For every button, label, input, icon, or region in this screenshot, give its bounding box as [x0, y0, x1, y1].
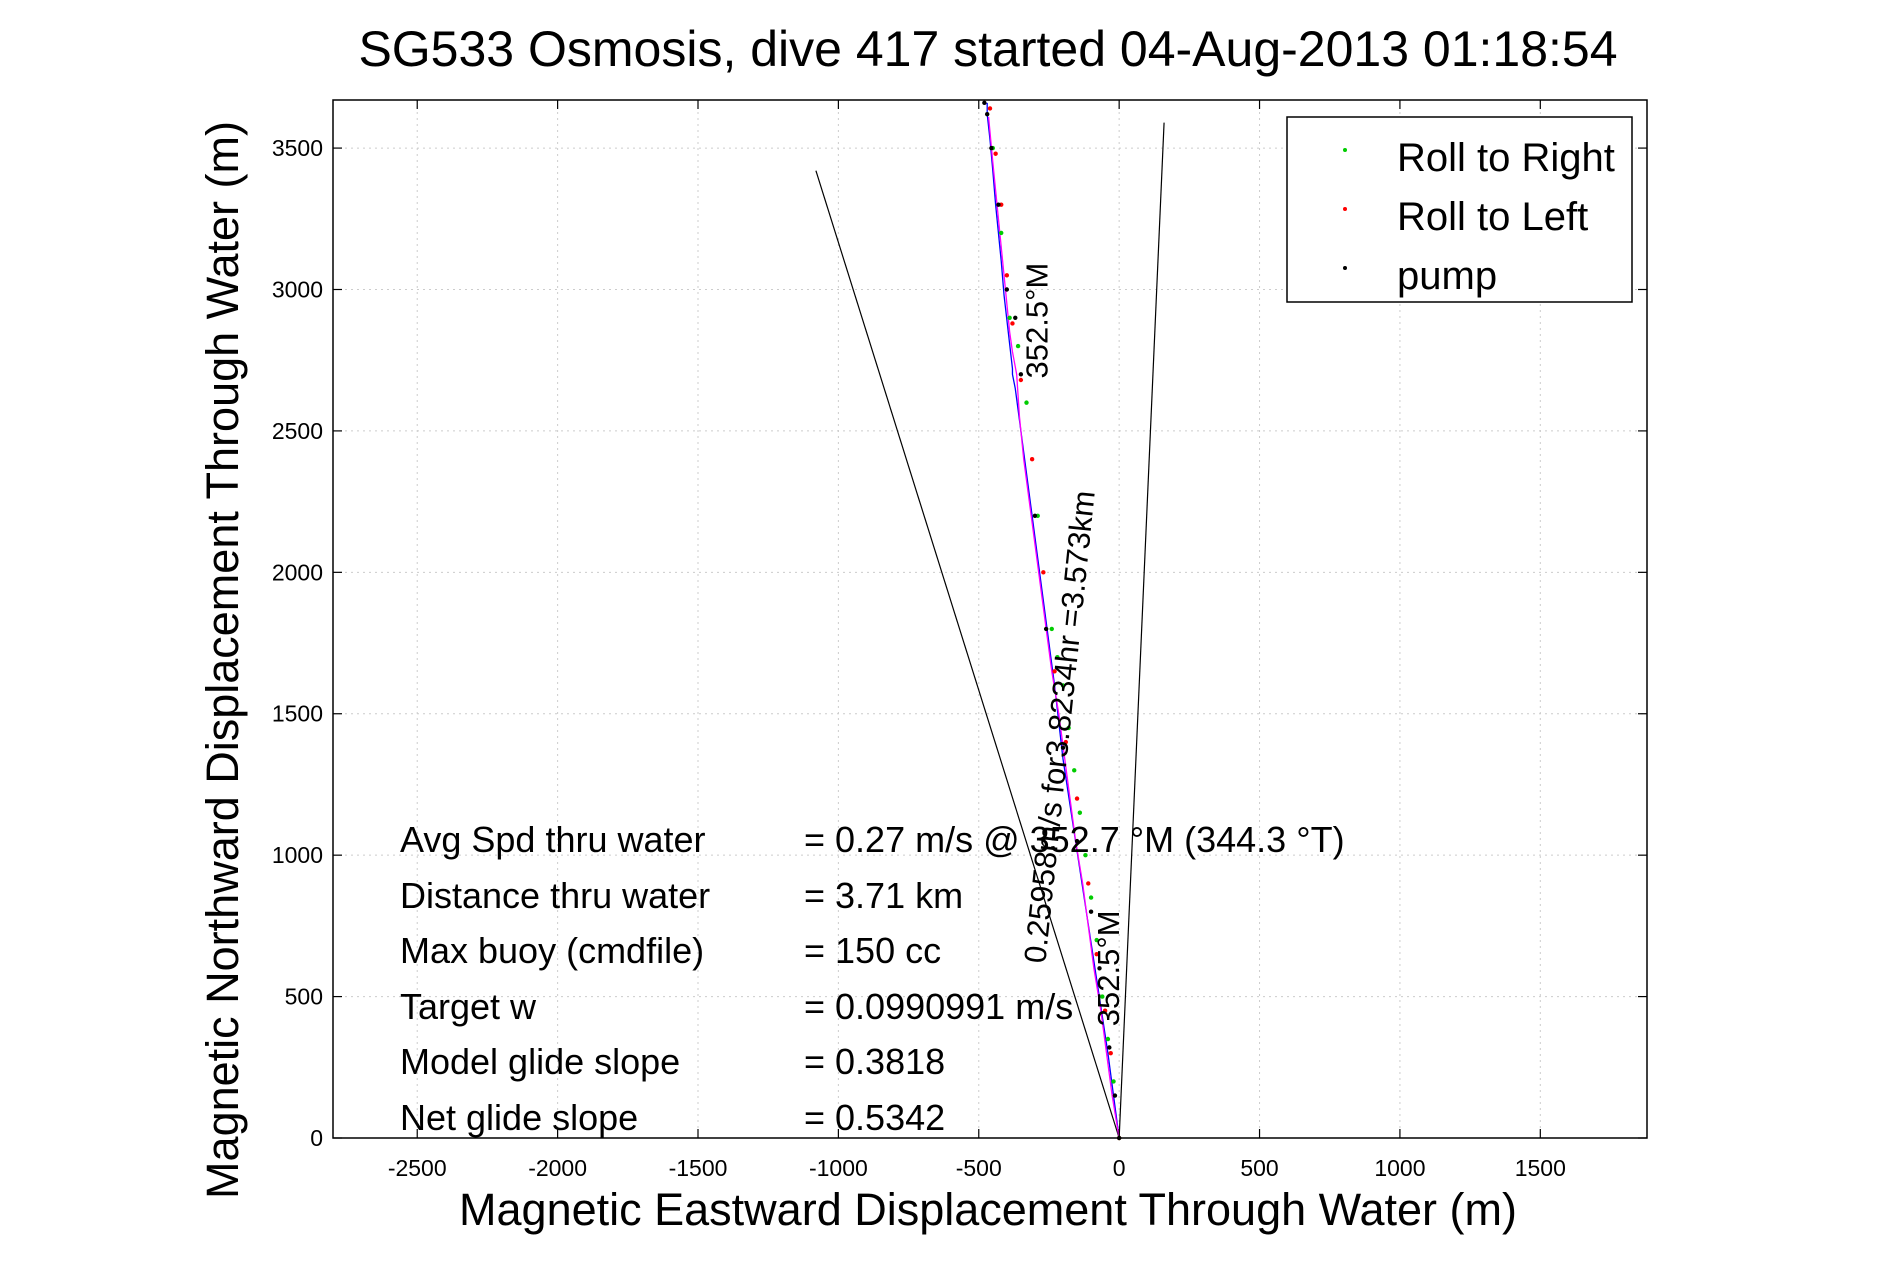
y-tick-label: 3000: [272, 276, 323, 302]
stat-label-model-glide: Model glide slope: [400, 1041, 680, 1082]
heading-guide-line: [815, 170, 1120, 1139]
stat-value-avg-speed: = 0.27 m/s @ 352.7 °M (344.3 °T): [804, 819, 1345, 860]
roll-right-point: [1024, 400, 1029, 405]
legend-marker-pump: [1343, 266, 1347, 270]
heading-guide-line: [1118, 122, 1165, 1139]
x-tick-label: -500: [956, 1155, 1002, 1181]
roll-left-point: [1018, 377, 1024, 383]
pump-point: [1112, 1093, 1118, 1098]
climb-track-line: [987, 116, 1120, 1139]
roll-left-point: [1004, 273, 1010, 278]
x-tick-label: -1000: [809, 1155, 868, 1181]
y-tick-label: 2500: [272, 418, 323, 444]
roll-left-point: [1094, 951, 1099, 957]
roll-left-point: [987, 106, 993, 111]
track-markers: [982, 100, 1122, 1141]
y-tick-label: 1000: [272, 842, 323, 868]
x-tick-label: 0: [1113, 1155, 1126, 1181]
stat-value-target-w: = 0.0990991 m/s: [804, 986, 1073, 1027]
roll-right-point: [1072, 768, 1077, 773]
y-axis-ticks: 0 500 1000 1500 2000 2500 3000 3500: [272, 135, 1647, 1151]
roll-right-point: [1094, 937, 1099, 943]
roll-right-point: [1049, 626, 1054, 632]
legend-marker-roll-right: [1343, 148, 1347, 152]
y-tick-label: 500: [285, 984, 323, 1010]
roll-right-point: [1088, 895, 1094, 900]
x-tick-label: -2000: [528, 1155, 587, 1181]
stat-label-target-w: Target w: [400, 986, 537, 1027]
roll-left-point: [993, 151, 998, 156]
pump-point: [984, 111, 990, 117]
roll-right-point: [1083, 852, 1088, 858]
y-axis-label: Magnetic Northward Displacement Through …: [197, 121, 248, 1199]
dive-tracks: [986, 102, 1120, 1139]
roll-left-point: [1086, 881, 1091, 886]
x-tick-label: 1000: [1374, 1155, 1425, 1181]
pump-point: [1004, 287, 1010, 292]
roll-left-point: [1063, 739, 1069, 745]
x-axis-label: Magnetic Eastward Displacement Through W…: [459, 1184, 1517, 1235]
y-tick-label: 0: [310, 1125, 323, 1151]
roll-left-point: [1102, 1008, 1108, 1013]
y-tick-label: 1500: [272, 701, 323, 727]
roll-right-point: [1111, 1079, 1116, 1084]
stat-value-model-glide: = 0.3818: [804, 1041, 945, 1082]
roll-left-point: [1108, 1050, 1113, 1056]
plot-area: [332, 99, 1648, 1139]
grid-lines: [333, 100, 1647, 1139]
stat-label-net-glide: Net glide slope: [400, 1097, 638, 1138]
legend-marker-roll-left: [1343, 207, 1347, 211]
legend-label-roll-right: Roll to Right: [1397, 136, 1615, 180]
stat-label-distance: Distance thru water: [400, 875, 710, 916]
pump-point: [1060, 745, 1066, 750]
roll-right-point: [1007, 315, 1012, 320]
roll-right-point: [1077, 810, 1083, 815]
roll-left-point: [1052, 669, 1057, 674]
pump-point: [1013, 315, 1018, 320]
pump-point: [1043, 626, 1049, 632]
legend-label-roll-left: Roll to Left: [1397, 195, 1588, 239]
roll-right-point: [1060, 683, 1066, 688]
y-tick-label: 2000: [272, 559, 323, 585]
x-tick-label: 500: [1240, 1155, 1278, 1181]
roll-right-point: [1100, 994, 1105, 999]
stat-value-distance: = 3.71 km: [804, 875, 963, 916]
roll-left-point: [1041, 570, 1046, 575]
x-axis-ticks: -2500 -2000 -1500 -1000 -500 0 500 1000 1500: [388, 100, 1566, 1181]
stat-label-avg-speed: Avg Spd thru water: [400, 819, 706, 860]
roll-right-point: [1105, 1036, 1111, 1042]
roll-right-point: [1055, 654, 1060, 660]
pump-point: [996, 202, 1001, 207]
track-annotation: 352.5°M: [1020, 263, 1055, 379]
pump-point: [1032, 513, 1038, 518]
roll-right-point: [999, 230, 1004, 236]
guide-lines: [815, 122, 1165, 1139]
pump-point: [1088, 909, 1094, 914]
stat-value-max-buoy: = 150 cc: [804, 930, 941, 971]
pump-point: [1018, 372, 1024, 377]
pump-point: [982, 100, 987, 106]
x-tick-label: 1500: [1515, 1155, 1566, 1181]
y-tick-label: 3500: [272, 135, 323, 161]
roll-right-point: [1015, 343, 1021, 349]
x-tick-label: -2500: [388, 1155, 447, 1181]
x-tick-label: -1500: [669, 1155, 728, 1181]
pump-point: [1107, 1045, 1112, 1050]
track-annotation: 352.5°M: [1091, 910, 1126, 1026]
legend: Roll to Right Roll to Left pump: [1286, 116, 1633, 303]
roll-left-point: [1010, 321, 1015, 326]
stat-value-net-glide: = 0.5342: [804, 1097, 945, 1138]
roll-left-point: [1074, 796, 1080, 801]
legend-label-pump: pump: [1397, 254, 1497, 298]
roll-left-point: [1029, 456, 1035, 462]
pump-point: [1097, 966, 1102, 971]
chart-title: SG533 Osmosis, dive 417 started 04-Aug-2…: [358, 21, 1617, 77]
pump-point: [989, 145, 994, 151]
stat-label-max-buoy: Max buoy (cmdfile): [400, 930, 704, 971]
dive-stats: Avg Spd thru water = 0.27 m/s @ 352.7 °M…: [400, 819, 1345, 1138]
roll-right-point: [1066, 725, 1071, 731]
pump-point: [1074, 838, 1080, 844]
